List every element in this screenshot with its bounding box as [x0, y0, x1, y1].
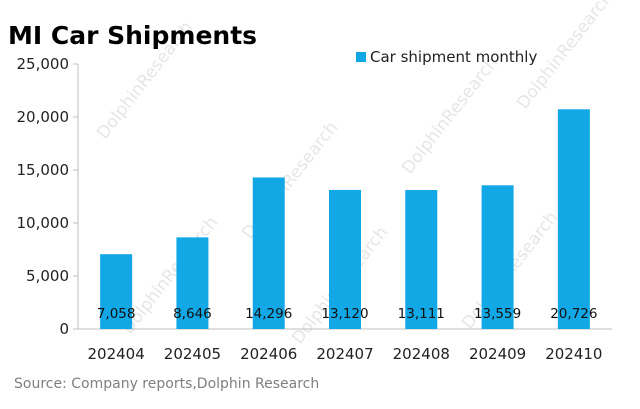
bar-202405 [176, 237, 209, 329]
data-label: 8,646 [173, 306, 212, 322]
y-tick-label: 20,000 [17, 108, 70, 126]
data-label: 14,296 [245, 306, 292, 322]
legend: Car shipment monthly [356, 48, 537, 66]
y-tick-label: 25,000 [17, 55, 70, 73]
legend-label: Car shipment monthly [370, 48, 537, 66]
bar-202408 [405, 190, 438, 329]
bar-202404 [100, 254, 133, 329]
axes: 0 5,000 10,000 15,000 20,000 25,000 202404 2024… [17, 55, 612, 363]
x-tick-label: 202410 [545, 345, 602, 363]
x-tick-label: 202404 [88, 345, 145, 363]
data-label: 13,559 [474, 306, 521, 322]
data-label: 7,058 [97, 306, 136, 322]
bar-202410 [557, 109, 590, 329]
data-label: 13,120 [321, 306, 368, 322]
x-tick-label: 202409 [469, 345, 526, 363]
y-tick-label: 10,000 [17, 214, 70, 232]
x-tick-label: 202407 [316, 345, 373, 363]
bar-202407 [329, 189, 361, 329]
bars [100, 109, 590, 329]
bar-202406 [252, 177, 285, 329]
source-note: Source: Company reports,Dolphin Research [14, 376, 319, 392]
legend-swatch [356, 52, 366, 62]
watermark-text: DolphinResearch [398, 53, 502, 178]
data-label: 20,726 [550, 306, 597, 322]
x-tick-label: 202405 [164, 345, 221, 363]
data-label: 13,111 [398, 306, 445, 322]
y-tick-label: 0 [59, 320, 69, 338]
x-tick-label: 202406 [240, 345, 297, 363]
y-tick-label: 15,000 [17, 161, 70, 179]
y-tick-label: 5,000 [26, 267, 69, 285]
data-labels: 7,058 8,646 14,296 13,120 13,111 13,559 20,726 [97, 306, 598, 322]
bar-202409 [481, 185, 514, 329]
x-tick-label: 202408 [393, 345, 450, 363]
chart-title: MI Car Shipments [8, 21, 257, 50]
